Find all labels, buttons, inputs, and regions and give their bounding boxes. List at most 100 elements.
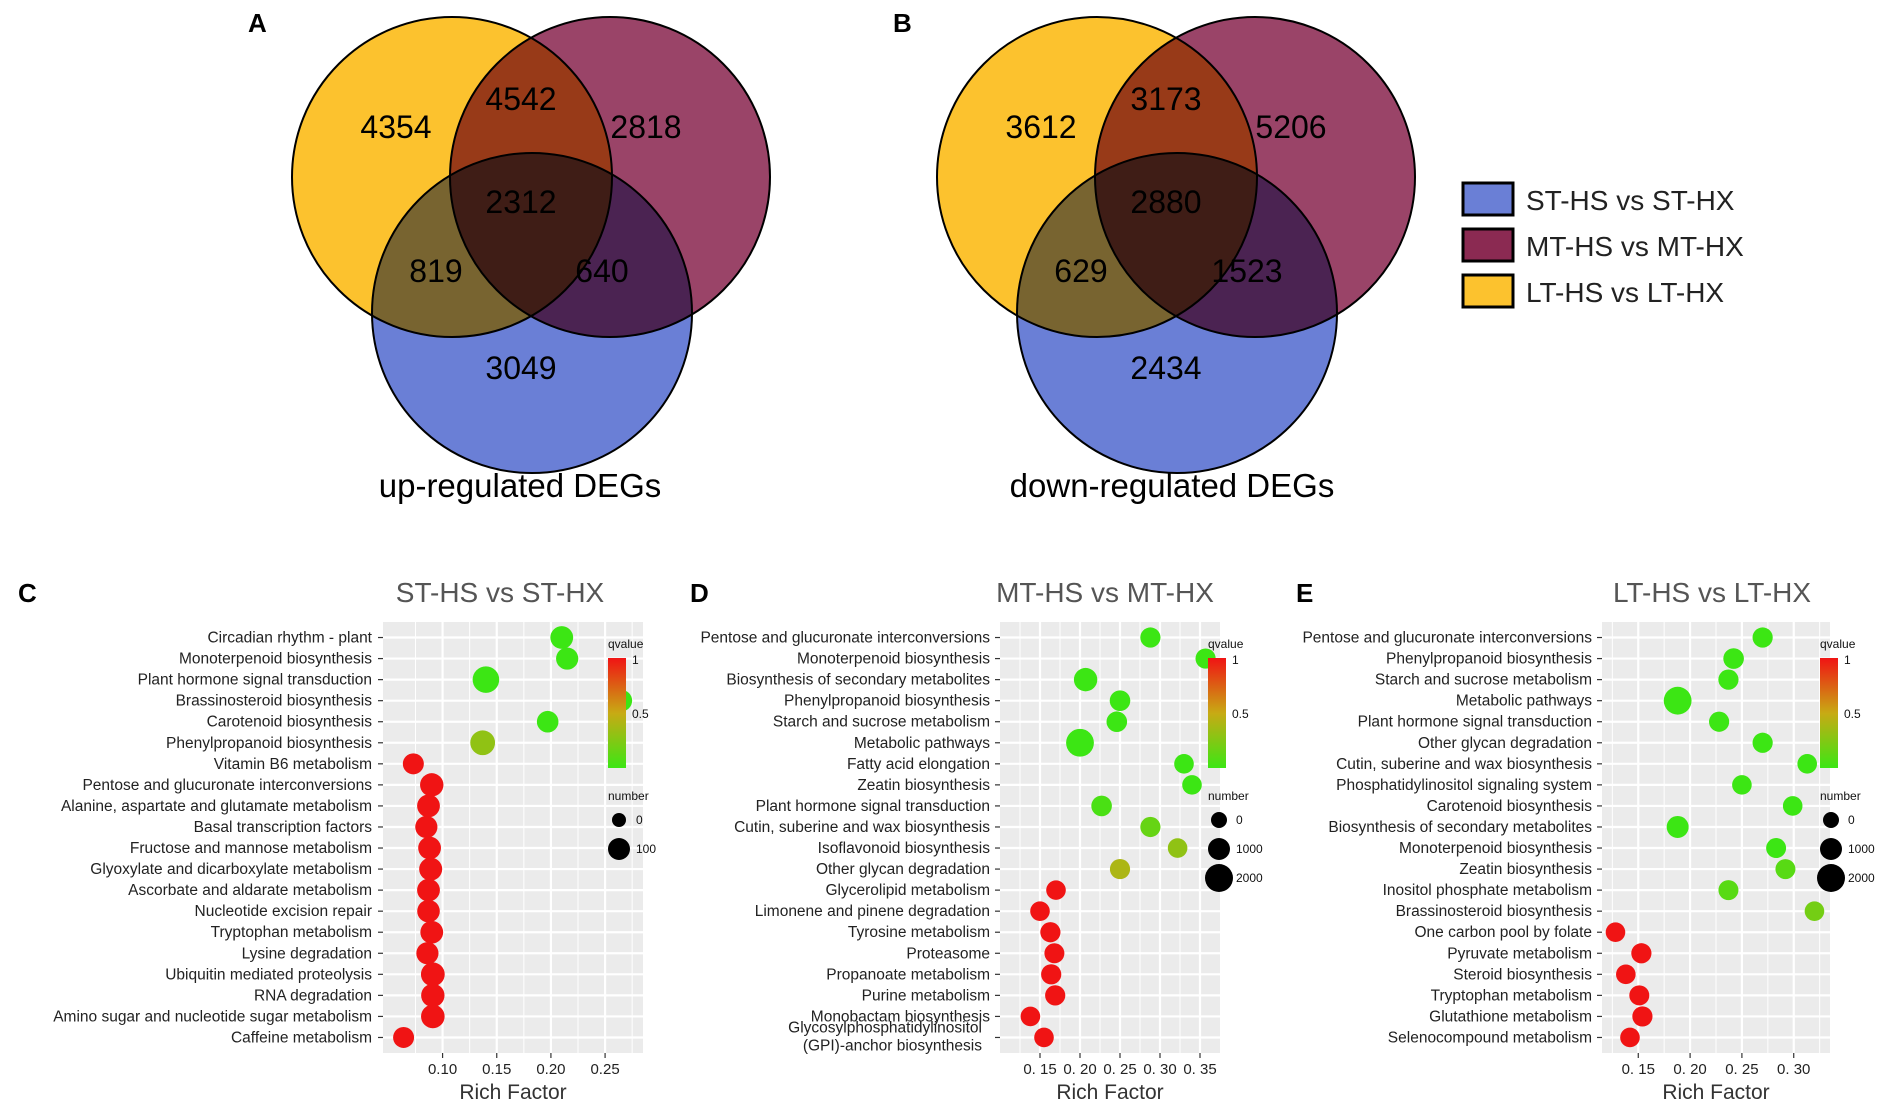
bubble-point (1631, 943, 1652, 964)
bubble-point (1709, 711, 1730, 732)
venn-a-count-only-st: 3049 (485, 350, 556, 386)
venn-legend-swatch (1461, 227, 1515, 263)
term-label: Tryptophan metabolism (211, 924, 372, 941)
term-label: Purine metabolism (862, 987, 990, 1004)
venn-a-count-lt-mt: 4542 (485, 81, 556, 117)
venn-a-outline-lt (291, 16, 613, 338)
term-label: Glutathione metabolism (1429, 1008, 1592, 1025)
venn-legend-label: LT-HS vs LT-HX (1526, 277, 1724, 308)
bubble-point (1782, 796, 1803, 816)
bubble-point (556, 647, 579, 670)
legend-color-tick: 1 (1232, 653, 1239, 667)
term-label: Phenylpropanoid biosynthesis (166, 735, 372, 752)
term-label: Carotenoid biosynthesis (207, 714, 373, 731)
bubble-point (1046, 880, 1066, 900)
term-label: Starch and sucrose metabolism (1375, 672, 1592, 689)
bubble-point (1106, 711, 1128, 733)
term-label: Steroid biosynthesis (1453, 966, 1592, 983)
venn-b-count-only-st: 2434 (1130, 350, 1201, 386)
bubble-point (1804, 901, 1825, 921)
legend-size-dot (1208, 838, 1230, 860)
term-label: Pyruvate metabolism (1447, 945, 1592, 962)
bubble-point (421, 983, 445, 1008)
venn-b: 3612 3173 5206 2880 629 1523 2434 (936, 16, 1416, 474)
bubble-point (1041, 964, 1062, 985)
x-tick-label: 0. 25 (1103, 1061, 1136, 1078)
venn-b-count-only-mt: 5206 (1255, 109, 1326, 145)
bubble-point (1044, 943, 1065, 964)
bubble-point (1723, 648, 1744, 669)
bubble-point (1718, 880, 1739, 901)
term-label: Brassinosteroid biosynthesis (176, 693, 373, 710)
bubble-point (1140, 627, 1161, 648)
bubble-point (420, 773, 444, 797)
x-tick-label: 0.10 (428, 1061, 457, 1078)
bubble-point (420, 962, 445, 987)
bubble-point (470, 730, 496, 756)
bubble-point (402, 753, 424, 775)
bubble-point (419, 857, 443, 881)
panel-letter-e: E (1296, 578, 1313, 608)
x-tick-label: 0. 20 (1673, 1061, 1706, 1078)
term-label: Glycosylphosphatidylinositol (GPI)-anchor… (788, 1019, 982, 1054)
term-label: RNA degradation (254, 987, 372, 1004)
bubble-point (536, 710, 559, 733)
legend-size-dot (1820, 838, 1842, 860)
x-tick-label: 0.15 (482, 1061, 511, 1078)
term-label: Phosphatidylinositol signaling system (1336, 777, 1592, 794)
x-tick-label: 0. 20 (1063, 1061, 1096, 1078)
venn-b-count-all: 2880 (1130, 184, 1201, 220)
venn-a-count-all: 2312 (485, 184, 556, 220)
legend-color-tick: 0.5 (1232, 707, 1249, 721)
term-label: Tryptophan metabolism (1431, 987, 1592, 1004)
bubble-point (417, 794, 440, 818)
term-label: Nucleotide excision repair (195, 903, 372, 920)
bubble-point (1167, 838, 1188, 858)
bubble-point (1109, 690, 1131, 711)
bubble-point (1073, 667, 1098, 692)
venn-b-outline-st (1016, 152, 1338, 474)
bubble-point (1040, 922, 1061, 943)
legend-color-tick: 1 (1844, 653, 1851, 667)
term-label: Monoterpenoid biosynthesis (179, 651, 372, 668)
chart-e: E LT-HS vs LT-HX Pentose and glucuronate i… (1296, 577, 1875, 1104)
legend-size-label: 0 (636, 813, 643, 827)
term-label: Circadian rhythm - plant (207, 630, 372, 647)
term-label: Glycerolipid metabolism (825, 882, 990, 899)
bubble-point (1663, 686, 1692, 715)
venn-legend-label: MT-HS vs MT-HX (1526, 231, 1744, 262)
legend-size-title: number (1820, 789, 1861, 803)
legend-color-tick: 1 (632, 653, 639, 667)
venn-b-outline-lt (936, 16, 1258, 338)
venn-legend-swatch (1461, 273, 1515, 309)
legend-size-label: 0 (1848, 813, 1855, 827)
term-label: Other glycan degradation (1418, 735, 1592, 752)
term-label: Metabolic pathways (854, 735, 990, 752)
panel-letter-b: B (893, 8, 912, 38)
term-label: Lysine degradation (242, 945, 372, 962)
legend-size-dot (1211, 812, 1227, 828)
bubble-point (1632, 1006, 1653, 1027)
bubble-point (1629, 985, 1650, 1006)
venn-legend-swatch (1461, 181, 1515, 217)
legend-size-dot (1205, 864, 1233, 892)
bubble-point (415, 815, 438, 839)
term-label: Pentose and glucuronate interconversions (82, 777, 372, 794)
term-label: One carbon pool by folate (1414, 924, 1592, 941)
bubble-point (1174, 754, 1194, 774)
bubble-point (1620, 1027, 1640, 1048)
term-label: Basal transcription factors (194, 819, 373, 836)
legend-size-label: 1000 (1848, 842, 1875, 856)
bubble-point (421, 1004, 445, 1029)
bubble-point (1109, 858, 1131, 880)
venn-b-outline-mt (1094, 16, 1416, 338)
chart-title: LT-HS vs LT-HX (1613, 577, 1811, 608)
legend-color-bar (608, 658, 626, 768)
bubble-point (418, 836, 441, 860)
bubble-point (1752, 627, 1773, 648)
term-label: Propanoate metabolism (826, 966, 990, 983)
x-axis-label: Rich Factor (459, 1081, 566, 1104)
term-label: Inositol phosphate metabolism (1383, 882, 1592, 899)
term-label: Glyoxylate and dicarboxylate metabolism (90, 861, 372, 878)
panel-letter-d: D (690, 578, 709, 608)
